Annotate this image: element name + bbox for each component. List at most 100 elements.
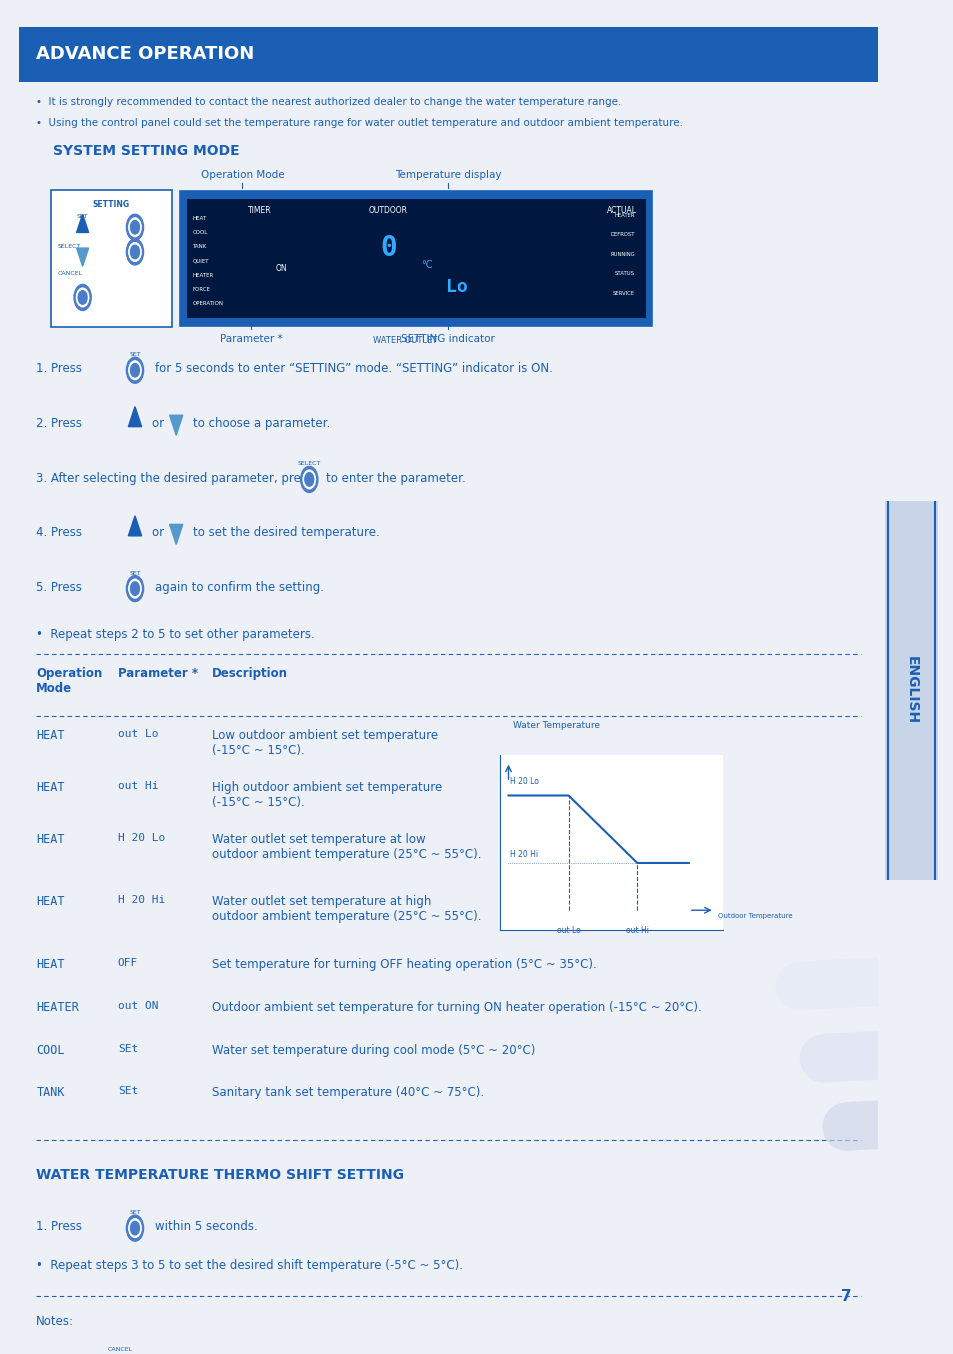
- Text: •  Using the control panel could set the temperature range for water outlet temp: • Using the control panel could set the …: [36, 118, 682, 129]
- Circle shape: [129, 218, 141, 237]
- Text: 3. After selecting the desired parameter, press: 3. After selecting the desired parameter…: [36, 471, 316, 485]
- Text: Low outdoor ambient set temperature
(-15°C ~ 15°C).: Low outdoor ambient set temperature (-15…: [212, 728, 438, 757]
- Text: Notes:: Notes:: [36, 1315, 74, 1328]
- Text: SELECT: SELECT: [297, 462, 320, 466]
- Circle shape: [129, 1219, 141, 1238]
- Text: within 5 seconds.: within 5 seconds.: [154, 1220, 257, 1233]
- Circle shape: [131, 221, 139, 234]
- Text: Outdoor Temperature: Outdoor Temperature: [718, 913, 792, 919]
- Circle shape: [76, 288, 89, 307]
- Text: FORCE: FORCE: [193, 287, 211, 292]
- Text: TANK: TANK: [36, 1086, 65, 1099]
- Polygon shape: [170, 524, 183, 544]
- Text: ENGLISH: ENGLISH: [903, 657, 918, 724]
- Text: HEAT: HEAT: [36, 895, 65, 909]
- Circle shape: [300, 466, 317, 493]
- Text: for 5 seconds to enter “SETTING” mode. “SETTING” indicator is ON.: for 5 seconds to enter “SETTING” mode. “…: [154, 363, 552, 375]
- FancyBboxPatch shape: [187, 199, 645, 318]
- Text: SEt: SEt: [118, 1044, 138, 1053]
- Text: RUNNING: RUNNING: [609, 252, 634, 257]
- Text: Water set temperature during cool mode (5°C ~ 20°C): Water set temperature during cool mode (…: [212, 1044, 535, 1056]
- Text: Parameter *: Parameter *: [118, 666, 197, 680]
- Text: out Lo: out Lo: [118, 728, 158, 739]
- Text: Set temperature for turning OFF heating operation (5°C ~ 35°C).: Set temperature for turning OFF heating …: [212, 957, 597, 971]
- Text: Lo: Lo: [446, 278, 467, 297]
- Circle shape: [131, 582, 139, 596]
- Circle shape: [74, 284, 91, 310]
- Circle shape: [131, 245, 139, 259]
- Text: OFF: OFF: [118, 957, 138, 968]
- Text: SET: SET: [129, 352, 141, 357]
- Text: ACTUAL: ACTUAL: [607, 206, 637, 215]
- Text: WATER OUTLET: WATER OUTLET: [373, 336, 437, 345]
- Circle shape: [129, 362, 141, 379]
- Polygon shape: [129, 516, 141, 536]
- Text: out Hi: out Hi: [118, 781, 158, 791]
- Text: SETTING: SETTING: [92, 200, 130, 209]
- Circle shape: [129, 242, 141, 261]
- Text: SERVICE: SERVICE: [612, 291, 634, 297]
- Text: HEAT: HEAT: [36, 781, 65, 793]
- Text: HEAT: HEAT: [193, 215, 207, 221]
- Text: SET: SET: [129, 1210, 141, 1215]
- Text: °C: °C: [420, 260, 433, 269]
- Text: HEATER: HEATER: [614, 213, 634, 218]
- Text: H 20 Hi: H 20 Hi: [118, 895, 165, 906]
- Text: ADVANCE OPERATION: ADVANCE OPERATION: [36, 46, 254, 64]
- Circle shape: [126, 238, 143, 265]
- Polygon shape: [170, 416, 183, 435]
- Polygon shape: [76, 214, 89, 233]
- Text: TIMER: TIMER: [248, 206, 271, 215]
- Text: 5. Press: 5. Press: [36, 581, 86, 594]
- Text: Water Temperature: Water Temperature: [513, 722, 599, 730]
- Text: SET: SET: [77, 214, 89, 219]
- Circle shape: [126, 214, 143, 240]
- Text: to enter the parameter.: to enter the parameter.: [326, 471, 466, 485]
- Text: •  Repeat steps 2 to 5 to set other parameters.: • Repeat steps 2 to 5 to set other param…: [36, 628, 314, 640]
- Text: Water outlet set temperature at high
outdoor ambient temperature (25°C ~ 55°C).: Water outlet set temperature at high out…: [212, 895, 481, 923]
- Text: Temperature display: Temperature display: [395, 171, 501, 180]
- Text: HEATER: HEATER: [36, 1001, 79, 1014]
- Text: to set the desired temperature.: to set the desired temperature.: [193, 527, 379, 539]
- Text: HEAT: HEAT: [36, 728, 65, 742]
- Text: again to confirm the setting.: again to confirm the setting.: [154, 581, 323, 594]
- Circle shape: [126, 357, 143, 383]
- Text: or: or: [152, 527, 168, 539]
- Text: CANCEL: CANCEL: [57, 271, 83, 276]
- Text: H 20 Lo: H 20 Lo: [118, 833, 165, 844]
- Text: Operation
Mode: Operation Mode: [36, 666, 102, 695]
- Text: WATER TEMPERATURE THERMO SHIFT SETTING: WATER TEMPERATURE THERMO SHIFT SETTING: [36, 1169, 404, 1182]
- Text: Parameter *: Parameter *: [219, 334, 282, 344]
- Text: 7: 7: [841, 1289, 851, 1304]
- Circle shape: [305, 473, 314, 486]
- Circle shape: [126, 575, 143, 601]
- Text: out Lo: out Lo: [557, 926, 579, 936]
- Text: H 20 Lo: H 20 Lo: [510, 777, 538, 787]
- Circle shape: [129, 580, 141, 598]
- Text: TANK: TANK: [193, 244, 207, 249]
- Text: Water outlet set temperature at low
outdoor ambient temperature (25°C ~ 55°C).: Water outlet set temperature at low outd…: [212, 833, 481, 861]
- Text: 1. Press: 1. Press: [36, 363, 86, 375]
- Text: SELECT: SELECT: [57, 244, 81, 249]
- Circle shape: [78, 291, 87, 305]
- Text: DEFROST: DEFROST: [610, 233, 634, 237]
- Text: 2. Press: 2. Press: [36, 417, 86, 431]
- Text: HEATER: HEATER: [193, 272, 213, 278]
- Circle shape: [303, 470, 315, 489]
- Text: •  It is strongly recommended to contact the nearest authorized dealer to change: • It is strongly recommended to contact …: [36, 97, 621, 107]
- Text: ON: ON: [274, 264, 287, 274]
- FancyBboxPatch shape: [51, 190, 172, 328]
- Text: COOL: COOL: [193, 230, 208, 234]
- Text: to choose a parameter.: to choose a parameter.: [193, 417, 330, 431]
- Text: Outdoor ambient set temperature for turning ON heater operation (-15°C ~ 20°C).: Outdoor ambient set temperature for turn…: [212, 1001, 701, 1014]
- Text: SET: SET: [129, 570, 141, 575]
- FancyBboxPatch shape: [884, 501, 937, 880]
- Text: HEAT: HEAT: [36, 833, 65, 846]
- Text: High outdoor ambient set temperature
(-15°C ~ 15°C).: High outdoor ambient set temperature (-1…: [212, 781, 442, 808]
- Text: 4. Press: 4. Press: [36, 527, 86, 539]
- Circle shape: [126, 1215, 143, 1242]
- Text: HEAT: HEAT: [36, 957, 65, 971]
- Text: SYSTEM SETTING MODE: SYSTEM SETTING MODE: [53, 144, 240, 158]
- Text: 1. Press: 1. Press: [36, 1220, 86, 1233]
- Polygon shape: [129, 406, 141, 427]
